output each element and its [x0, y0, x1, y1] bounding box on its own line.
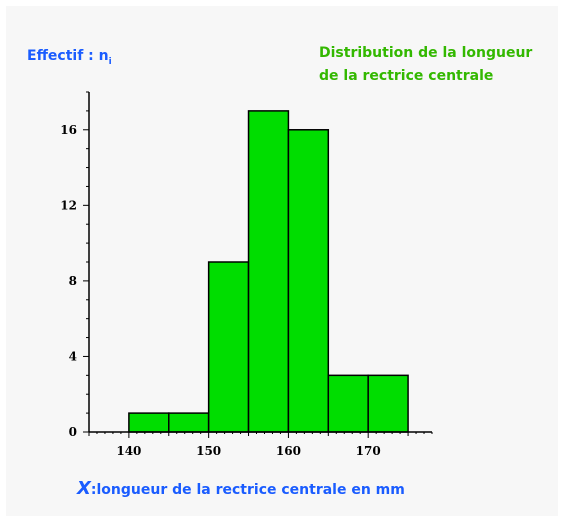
chart-title: Distribution de la longueur de la rectri…: [319, 45, 533, 84]
y-axis-label: Effectif : ni: [27, 48, 112, 67]
x-tick-label: 150: [196, 444, 221, 458]
y-tick-label: 16: [60, 123, 77, 137]
x-axis-variable: X: [77, 478, 91, 499]
histogram-bar-145-150: [168, 412, 210, 433]
axes-group: 0 4 8 12 16 140 150 160 170: [60, 91, 433, 458]
y-tick-label: 8: [69, 274, 77, 288]
histogram-bar-160-165: [287, 129, 330, 433]
x-tick-label: 160: [276, 444, 301, 458]
x-tick-label: 140: [116, 444, 141, 458]
histogram-bar-170-175: [367, 374, 409, 433]
histogram-bar-140-145: [128, 412, 170, 433]
x-tick-label: 170: [356, 444, 381, 458]
bars-group: [128, 110, 409, 433]
x-axis-label: X:longueur de la rectrice centrale en mm: [77, 478, 405, 499]
y-tick-label: 0: [69, 425, 77, 439]
y-tick-label: 4: [69, 349, 77, 363]
histogram-bar-155-160: [247, 110, 290, 433]
x-axis-text: :longueur de la rectrice centrale en mm: [90, 482, 405, 498]
y-tick-label: 12: [60, 198, 77, 212]
histogram-bar-165-170: [327, 374, 369, 433]
histogram-bar-150-155: [207, 261, 250, 433]
